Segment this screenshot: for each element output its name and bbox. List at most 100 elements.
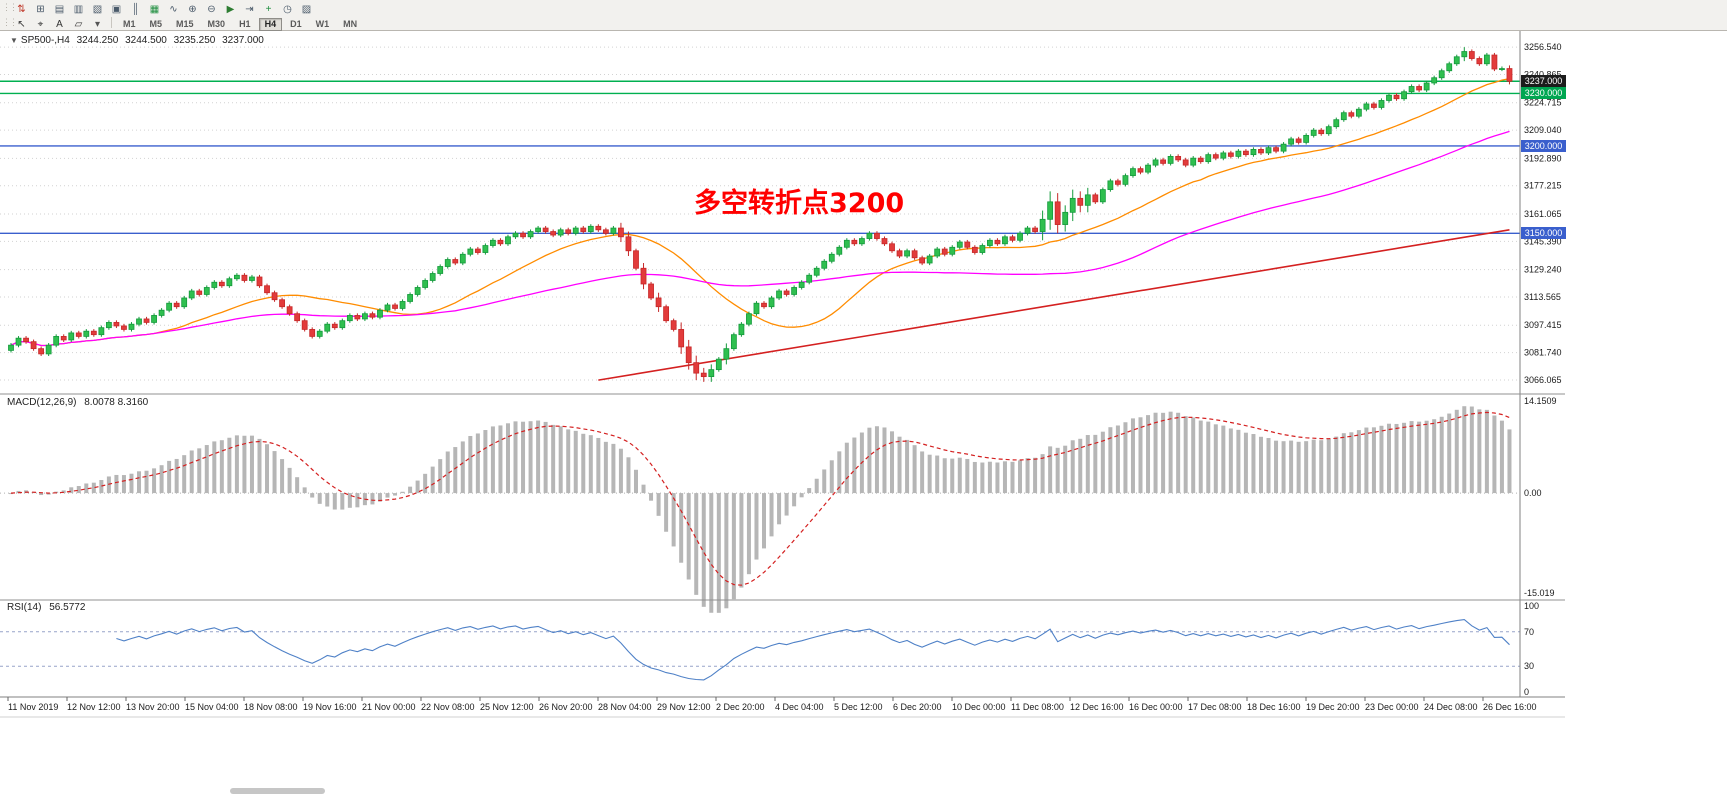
svg-text:10 Dec 00:00: 10 Dec 00:00	[952, 702, 1006, 712]
market-watch-icon[interactable]: ▥	[70, 3, 87, 16]
shapes-icon[interactable]: ▱	[70, 18, 87, 31]
svg-text:11 Nov 2019: 11 Nov 2019	[8, 702, 58, 712]
chart-window-icon[interactable]: ⊞	[32, 3, 49, 16]
chart-annotation-text: 多空转折点3200	[694, 188, 905, 219]
svg-text:21 Nov 00:00: 21 Nov 00:00	[362, 702, 416, 712]
chevron-down-icon[interactable]: ▼	[10, 36, 18, 45]
time-axis	[7, 697, 1484, 701]
timeframe-button-h1[interactable]: H1	[233, 18, 257, 31]
toolbar-drag-handle[interactable]: ⋮⋮	[2, 2, 18, 12]
dropdown-arrow-icon[interactable]: ▾	[89, 18, 106, 31]
rsi-panel	[0, 619, 1520, 681]
svg-text:15 Nov 04:00: 15 Nov 04:00	[185, 702, 239, 712]
toolbar-row1-icons: ⇅ ⊞ ▤ ▥ ▧ ▣ ║ ▦ ∿ ⊕ ⊖ ▶ ⇥ + ◷ ▨	[12, 0, 316, 17]
svg-text:3113.565: 3113.565	[1524, 292, 1561, 302]
svg-text:16 Dec 00:00: 16 Dec 00:00	[1129, 702, 1183, 712]
svg-text:26 Dec 16:00: 26 Dec 16:00	[1483, 702, 1537, 712]
svg-text:3129.240: 3129.240	[1524, 265, 1562, 275]
svg-text:4 Dec 04:00: 4 Dec 04:00	[775, 702, 824, 712]
svg-text:24 Dec 08:00: 24 Dec 08:00	[1424, 702, 1478, 712]
toolbar: ⋮⋮ ⇅ ⊞ ▤ ▥ ▧ ▣ ║ ▦ ∿ ⊕ ⊖ ▶ ⇥ + ◷ ▨ ⋮⋮ ↖ ⌖ A ▱ ▾ M1 M5 M15 M30 H…	[0, 0, 1727, 31]
svg-text:6 Dec 20:00: 6 Dec 20:00	[893, 702, 942, 712]
zoom-in-icon[interactable]: ⊕	[184, 3, 201, 16]
svg-text:3240.865: 3240.865	[1524, 69, 1562, 79]
svg-text:3192.890: 3192.890	[1524, 153, 1562, 163]
svg-text:0.00: 0.00	[1524, 488, 1542, 498]
svg-text:-15.019: -15.019	[1524, 588, 1555, 598]
symbol-period-label: SP500-,H4	[20, 35, 70, 46]
line-chart-icon[interactable]: ∿	[165, 3, 182, 16]
zoom-out-icon[interactable]: ⊖	[203, 3, 220, 16]
svg-text:19 Dec 20:00: 19 Dec 20:00	[1306, 702, 1360, 712]
svg-text:13 Nov 20:00: 13 Nov 20:00	[126, 702, 180, 712]
svg-text:18 Dec 16:00: 18 Dec 16:00	[1247, 702, 1301, 712]
svg-text:30: 30	[1524, 661, 1534, 671]
periods-icon[interactable]: ◷	[279, 3, 296, 16]
timeframe-button-m1[interactable]: M1	[117, 18, 142, 31]
toolbar-row2: ⋮⋮ ↖ ⌖ A ▱ ▾ M1 M5 M15 M30 H1 H4 D1 W1 MN	[0, 14, 1727, 32]
rsi-value: 56.5772	[49, 602, 86, 613]
svg-text:14.1509: 14.1509	[1524, 396, 1557, 406]
price-tag-3200.000: 3200.000	[1521, 140, 1566, 152]
svg-text:3097.415: 3097.415	[1524, 320, 1562, 330]
ohlc-low: 3235.250	[173, 35, 216, 46]
svg-text:19 Nov 16:00: 19 Nov 16:00	[303, 702, 357, 712]
ohlc-high: 3244.500	[125, 35, 167, 46]
templates-icon[interactable]: ▨	[298, 3, 315, 16]
indicators-icon[interactable]: +	[260, 3, 277, 16]
svg-text:25 Nov 12:00: 25 Nov 12:00	[480, 702, 534, 712]
timeframe-button-m30[interactable]: M30	[202, 18, 232, 31]
svg-text:3224.715: 3224.715	[1524, 98, 1562, 108]
svg-text:3161.065: 3161.065	[1524, 209, 1562, 219]
price-tag-3237.000: 3237.000	[1521, 75, 1566, 87]
terminal-icon[interactable]: ▣	[108, 3, 125, 16]
ohlc-close: 3237.000	[222, 35, 264, 46]
svg-text:17 Dec 08:00: 17 Dec 08:00	[1188, 702, 1242, 712]
symbol-header: ▼ SP500-,H4 3244.250 3244.500 3235.250 32…	[10, 35, 268, 46]
macd-name: MACD(12,26,9)	[7, 397, 77, 408]
text-label-icon[interactable]: A	[51, 18, 68, 31]
navigator-icon[interactable]: ▧	[89, 3, 106, 16]
svg-text:3256.540: 3256.540	[1524, 42, 1562, 52]
bar-chart-icon[interactable]: ║	[127, 3, 144, 16]
svg-text:22 Nov 08:00: 22 Nov 08:00	[421, 702, 475, 712]
price-gridlines	[0, 46, 1520, 381]
crosshair-icon[interactable]: ⌖	[32, 18, 49, 31]
toolbar-row1: ⋮⋮ ⇅ ⊞ ▤ ▥ ▧ ▣ ║ ▦ ∿ ⊕ ⊖ ▶ ⇥ + ◷ ▨	[0, 0, 1727, 15]
toolbar-drag-handle-2[interactable]: ⋮⋮	[2, 17, 18, 27]
timeframe-button-m15[interactable]: M15	[170, 18, 200, 31]
price-tag-3150.000: 3150.000	[1521, 227, 1566, 239]
timeframe-button-h4[interactable]: H4	[258, 17, 283, 31]
svg-text:0: 0	[1524, 687, 1529, 697]
timeframe-button-w1[interactable]: W1	[310, 18, 336, 31]
svg-text:26 Nov 20:00: 26 Nov 20:00	[539, 702, 593, 712]
chart-shift-icon[interactable]: ⇥	[241, 3, 258, 16]
timeframe-button-d1[interactable]: D1	[284, 18, 308, 31]
profiles-icon[interactable]: ▤	[51, 3, 68, 16]
macd-panel-label: MACD(12,26,9) 8.0078 8.3160	[7, 397, 153, 408]
svg-text:29 Nov 12:00: 29 Nov 12:00	[657, 702, 711, 712]
svg-text:23 Dec 00:00: 23 Dec 00:00	[1365, 702, 1419, 712]
timeframe-button-m5[interactable]: M5	[144, 18, 169, 31]
svg-text:3209.040: 3209.040	[1524, 125, 1562, 135]
horizontal-scrollbar-thumb[interactable]	[230, 788, 325, 794]
price-tag-3230.000: 3230.000	[1521, 87, 1566, 99]
svg-text:3066.065: 3066.065	[1524, 375, 1562, 385]
timeframe-button-group: M1 M5 M15 M30 H1 H4 D1 W1 MN	[116, 14, 364, 32]
svg-text:12 Nov 12:00: 12 Nov 12:00	[67, 702, 121, 712]
auto-scroll-icon[interactable]: ▶	[222, 3, 239, 16]
candles-layer	[8, 47, 1513, 382]
chart-canvas[interactable]: 3256.540 3240.865 3224.715 3209.040 3192.890…	[0, 30, 1727, 797]
svg-text:2 Dec 20:00: 2 Dec 20:00	[716, 702, 765, 712]
new-order-icon[interactable]: ⇅	[13, 3, 30, 16]
toolbar-separator	[111, 17, 112, 28]
macd-values: 8.0078 8.3160	[84, 397, 149, 408]
cursor-icon[interactable]: ↖	[13, 18, 30, 31]
svg-text:100: 100	[1524, 601, 1539, 611]
svg-text:18 Nov 08:00: 18 Nov 08:00	[244, 702, 298, 712]
svg-text:28 Nov 04:00: 28 Nov 04:00	[598, 702, 652, 712]
timeframe-button-mn[interactable]: MN	[337, 18, 363, 31]
svg-text:5 Dec 12:00: 5 Dec 12:00	[834, 702, 883, 712]
candlestick-chart-icon[interactable]: ▦	[146, 3, 163, 16]
